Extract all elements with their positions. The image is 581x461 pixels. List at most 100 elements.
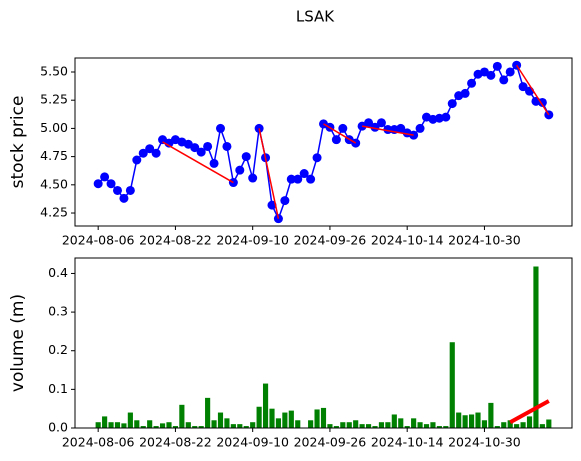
volume-bar	[308, 420, 314, 428]
price-point	[119, 193, 129, 203]
volume-bar	[546, 419, 552, 428]
price-point	[222, 141, 232, 151]
x-tick-label: 2024-09-10	[216, 233, 289, 248]
x-tick-label: 2024-09-26	[294, 233, 367, 248]
chart-title: LSAK	[296, 8, 335, 26]
volume-bar	[127, 412, 133, 428]
x-tick-label: 2024-08-22	[139, 435, 212, 450]
price-point	[396, 123, 406, 133]
price-point	[125, 185, 135, 195]
volume-bar	[159, 423, 166, 428]
volume-bar	[114, 422, 121, 428]
volume-bar	[507, 420, 513, 428]
price-point	[460, 88, 470, 98]
price-point	[293, 174, 303, 184]
volume-bar	[172, 426, 179, 428]
volume-bar	[475, 412, 481, 428]
x-tick-label: 2024-10-14	[371, 435, 444, 450]
volume-bar	[282, 412, 288, 428]
price-point	[467, 78, 477, 88]
trend-line	[361, 125, 414, 136]
volume-bar	[443, 426, 449, 428]
price-point	[112, 185, 122, 195]
volume-bar	[121, 423, 127, 428]
volume-bar	[340, 422, 346, 428]
price-point	[492, 61, 502, 71]
volume-bar	[153, 426, 159, 428]
volume-bar	[417, 422, 423, 428]
volume-bar	[275, 418, 282, 428]
price-point	[100, 172, 110, 182]
price-point	[106, 179, 116, 189]
price-point	[441, 112, 451, 122]
volume-bar	[269, 408, 275, 428]
volume-bar	[385, 422, 391, 428]
y-tick-label: 4.25	[40, 205, 68, 220]
x-tick-label: 2024-10-30	[448, 233, 521, 248]
price-point	[248, 173, 258, 183]
x-tick-label: 2024-10-30	[448, 435, 521, 450]
volume-bar	[205, 397, 211, 428]
volume-bar	[224, 418, 230, 428]
y-tick-label: 5.00	[40, 120, 68, 135]
volume-bar	[481, 420, 488, 428]
trend-line	[509, 399, 550, 424]
volume-bar	[237, 424, 243, 428]
volume-bar	[108, 422, 114, 428]
price-point	[499, 75, 509, 85]
price-point	[241, 152, 251, 162]
volume-bar	[134, 420, 140, 428]
trend-line	[323, 123, 357, 144]
volume-bar	[539, 424, 545, 428]
y-tick-label: 0.3	[48, 304, 68, 319]
price-point	[286, 174, 296, 184]
price-point	[331, 135, 341, 145]
x-tick-label: 2024-10-14	[371, 233, 444, 248]
volume-bar	[217, 412, 224, 428]
volume-bar	[423, 424, 430, 428]
volume-bar	[198, 426, 204, 428]
volume-bar	[211, 420, 217, 428]
volume-bar	[378, 422, 385, 428]
price-point	[364, 118, 374, 128]
trend-line	[516, 64, 550, 116]
volume-bar	[230, 424, 236, 428]
volume-bar	[404, 426, 410, 428]
volume-bar	[514, 424, 520, 428]
volume-bar	[520, 422, 526, 428]
price-point	[518, 82, 528, 92]
price-point	[196, 147, 206, 157]
x-tick-label: 2024-08-22	[139, 233, 212, 248]
volume-bar	[359, 424, 365, 428]
volume-bar	[256, 406, 262, 428]
price-point	[486, 70, 496, 80]
y-tick-label: 0.1	[48, 381, 68, 396]
x-tick-label: 2024-08-06	[62, 435, 135, 450]
price-point	[145, 144, 155, 154]
volume-bar	[314, 409, 320, 428]
volume-bar	[346, 422, 352, 428]
price-point	[312, 153, 322, 163]
volume-bar	[147, 420, 153, 428]
volume-bar	[333, 426, 339, 428]
volume-bar	[262, 383, 269, 428]
x-tick-label: 2024-08-06	[62, 233, 135, 248]
price-point	[505, 67, 515, 77]
volume-bar	[456, 412, 462, 428]
volume-bar	[494, 426, 500, 428]
volume-bar	[250, 422, 256, 428]
volume-bar	[140, 426, 146, 428]
y-axis-label: volume (m)	[8, 294, 28, 392]
trend-line	[258, 128, 280, 219]
price-point	[306, 174, 316, 184]
volume-bar	[327, 424, 333, 428]
x-tick-label: 2024-09-10	[216, 435, 289, 450]
price-point	[215, 123, 225, 133]
volume-bar	[320, 407, 327, 428]
price-point	[151, 148, 161, 158]
x-tick-label: 2024-09-26	[294, 435, 367, 450]
price-point	[338, 123, 348, 133]
volume-bar	[295, 420, 301, 428]
price-point	[267, 200, 277, 210]
